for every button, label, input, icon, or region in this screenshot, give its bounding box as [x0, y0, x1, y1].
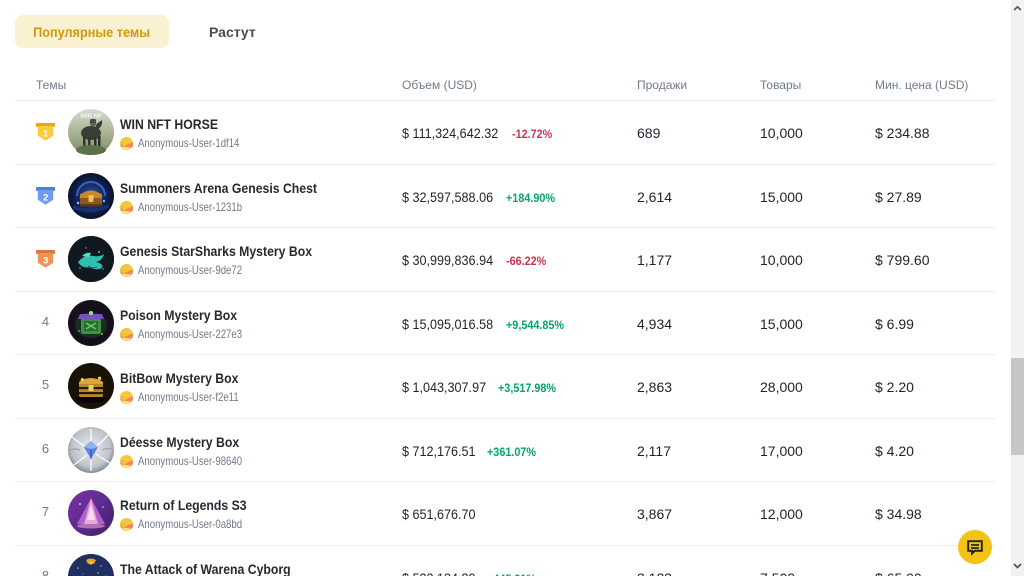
- svg-text:3: 3: [43, 255, 48, 266]
- svg-text:1: 1: [43, 128, 49, 139]
- svg-text:WIN NF: WIN NF: [80, 114, 102, 120]
- svg-text:2: 2: [43, 192, 48, 203]
